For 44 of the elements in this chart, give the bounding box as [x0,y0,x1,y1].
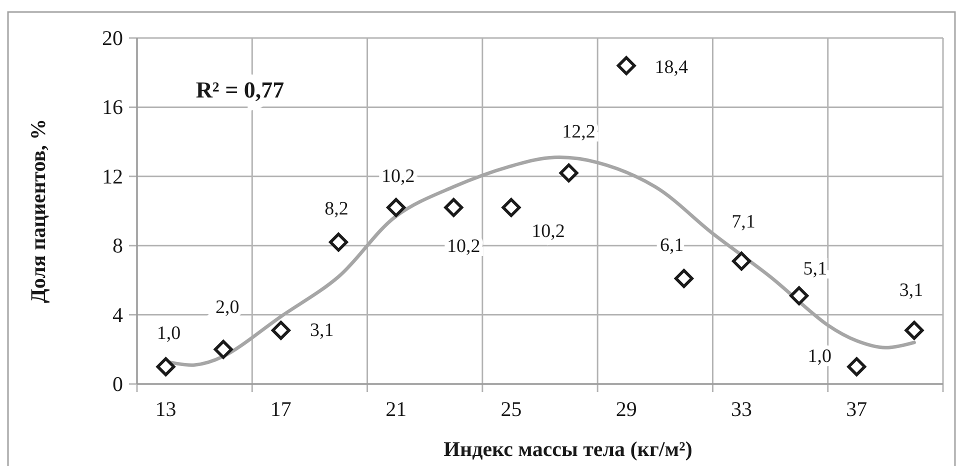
data-label: 10,2 [532,221,565,242]
annotation: R² = 0,77 [196,78,284,102]
y-tick-label: 8 [112,234,123,258]
x-tick-label: 13 [155,397,176,421]
y-axis-title: Доля пациентов, % [26,118,50,304]
y-tick-label: 20 [102,26,123,50]
x-tick-label: 25 [500,397,522,421]
data-label: 6,1 [660,234,684,256]
y-tick-label: 12 [102,164,123,188]
point [847,357,866,376]
data-label: 10,2 [381,166,415,188]
point [674,268,694,288]
point [444,198,464,218]
point [904,320,924,340]
x-tick-label: 37 [846,397,868,421]
data-label: 7,1 [732,212,756,233]
data-label: 1,0 [808,346,832,368]
x-tick-label: 21 [386,397,407,421]
point [732,252,751,271]
data-label: 12,2 [562,121,596,142]
x-axis-title: Индекс массы тела (кг/м²) [444,437,692,461]
point [559,163,578,182]
point [271,320,290,340]
point [386,198,406,218]
point [616,56,636,76]
x-tick-label: 33 [731,397,752,421]
y-tick-label: 4 [112,302,124,327]
data-label: 3,1 [899,280,924,301]
point [214,340,233,359]
data-label: 18,4 [654,57,688,78]
point [329,232,348,252]
point [790,286,809,306]
point [156,357,176,376]
x-tick-label: 29 [616,397,637,421]
y-tick-label: 0 [112,372,123,396]
x-tick-label: 17 [270,397,292,421]
y-tick-label: 16 [102,95,123,120]
data-label: 1,0 [156,323,181,344]
data-label: 3,1 [310,320,334,341]
data-label: 10,2 [447,236,480,258]
data-label: 2,0 [215,296,240,318]
data-label: 8,2 [324,198,348,220]
point [502,198,521,218]
data-label: 5,1 [803,258,827,280]
